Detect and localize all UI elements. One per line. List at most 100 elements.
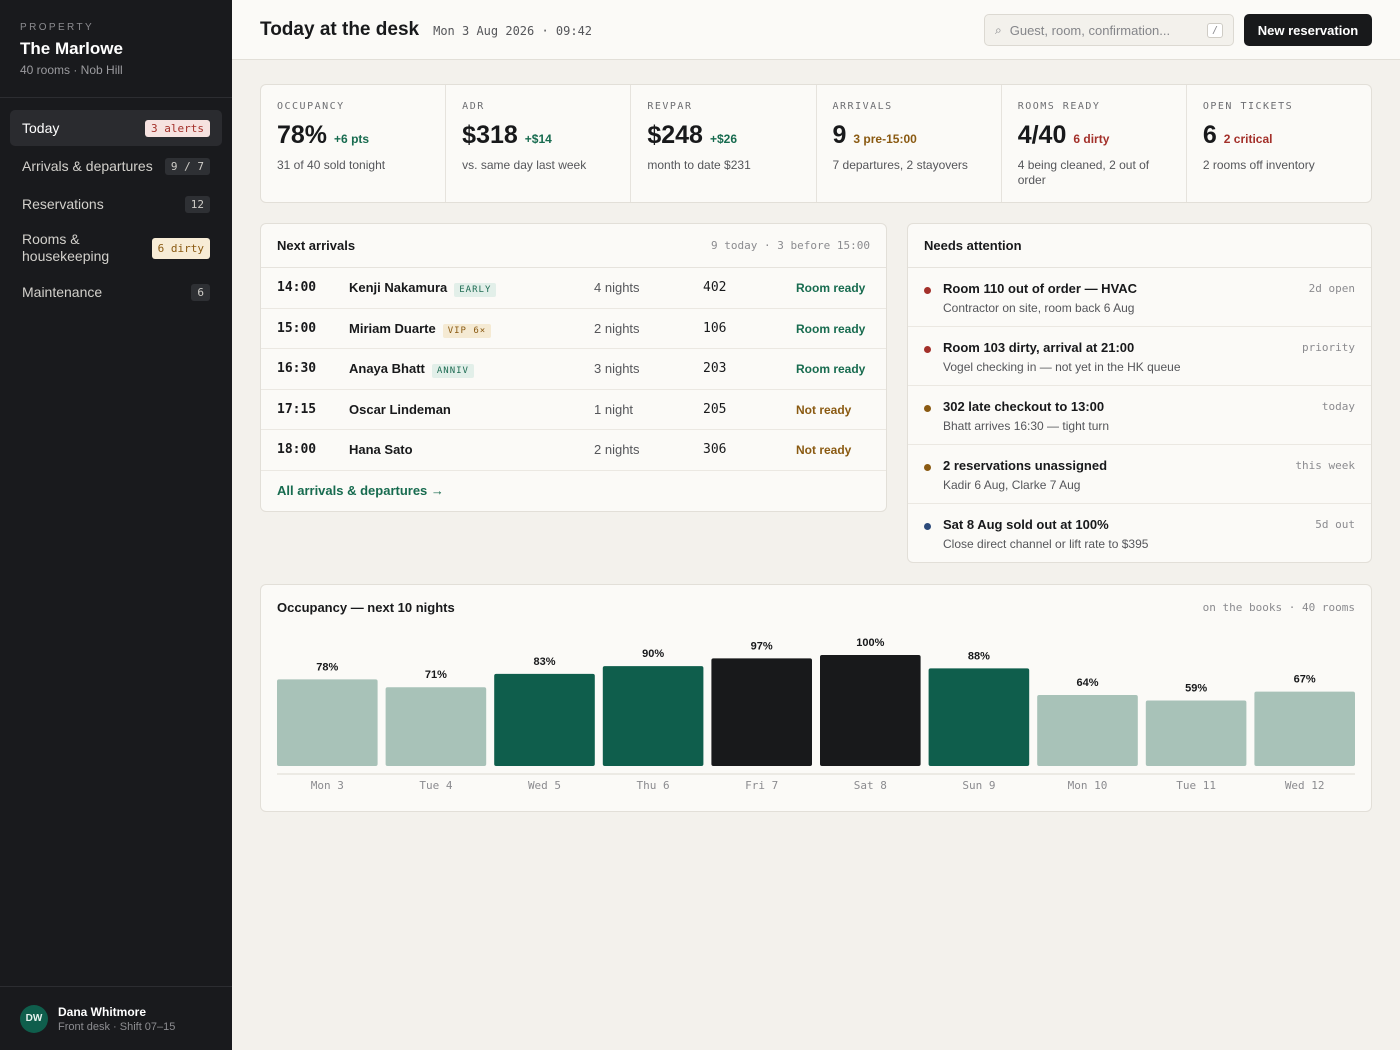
bar-wed-12[interactable] (1254, 691, 1355, 766)
guest-name: Miriam Duarte (349, 320, 436, 336)
sidebar-item-today[interactable]: Today 3 alerts (10, 110, 222, 146)
user-profile[interactable]: DW Dana Whitmore Front desk · Shift 07–1… (0, 986, 232, 1050)
bar-thu-6[interactable] (602, 666, 704, 766)
kpi-sub: 31 of 40 sold tonight (277, 158, 386, 172)
kpi-label: OCCUPANCY (277, 101, 345, 112)
sidebar-item-label: Maintenance (22, 284, 103, 300)
attention-when: this week (1295, 459, 1355, 472)
kpi-delta: 6 dirty (1073, 132, 1110, 146)
bar-sun-9[interactable] (928, 668, 1030, 766)
bar-tue-11[interactable] (1145, 700, 1247, 766)
guest-tag: EARLY (454, 283, 497, 297)
bar-value-label: 59% (1185, 683, 1207, 695)
occupancy-bar-chart: 78% Mon 3 71% Tue 4 83% Wed 5 90% Thu 6 97% Fri 7… (277, 637, 1355, 792)
kpi-open-tickets[interactable]: OPEN TICKETS 6 2 critical 2 rooms off inv… (1187, 85, 1371, 202)
kpi-delta: 2 critical (1223, 132, 1273, 146)
chart-meta: on the books · 40 rooms (1202, 600, 1355, 614)
sidebar-item-label: Today (22, 120, 60, 136)
nights: 2 nights (594, 320, 640, 336)
severity-dot (924, 523, 931, 530)
x-tick-label: Tue 4 (419, 779, 452, 792)
bar-fri-7[interactable] (711, 658, 812, 766)
bar-value-label: 67% (1294, 674, 1316, 686)
list-item[interactable]: Room 110 out of order — HVAC Contractor … (908, 268, 1371, 327)
avatar: DW (20, 1004, 48, 1033)
kpi-delta: +6 pts (334, 132, 370, 146)
guest-name: Hana Sato (349, 442, 413, 457)
x-tick-label: Sun 9 (962, 779, 995, 792)
guest-name: Anaya Bhatt (349, 361, 425, 376)
x-tick-label: Thu 6 (637, 779, 670, 792)
x-tick-label: Wed 5 (528, 779, 561, 792)
list-item[interactable]: Sat 8 Aug sold out at 100% Close direct … (908, 504, 1371, 562)
attention-sub: Contractor on site, room back 6 Aug (943, 301, 1135, 315)
kpi-label: ARRIVALS (832, 101, 893, 112)
attention-sub: Vogel checking in — not yet in the HK qu… (943, 360, 1181, 374)
kpi-value: 9 (832, 121, 847, 149)
new-reservation-button[interactable]: New reservation (1244, 14, 1372, 46)
kpi-arrivals[interactable]: ARRIVALS 9 3 pre-15:00 7 departures, 2 st… (817, 85, 1002, 202)
bar-tue-4[interactable] (385, 687, 487, 766)
list-item[interactable]: Room 103 dirty, arrival at 21:00 Vogel c… (908, 327, 1371, 386)
dirty-badge: 6 dirty (151, 237, 210, 259)
kpi-sub: 7 departures, 2 stayovers (832, 158, 968, 172)
bar-value-label: 64% (1076, 677, 1098, 689)
attention-when: today (1321, 400, 1355, 413)
table-row[interactable]: 16:30 Anaya Bhatt ANNIV 3 nights 203 Room… (261, 349, 886, 390)
count-badge: 9 / 7 (164, 157, 210, 175)
count-badge: 12 (184, 195, 210, 213)
severity-dot (924, 464, 931, 471)
occupancy-chart-card: Occupancy — next 10 nights on the books … (260, 584, 1372, 812)
table-row[interactable]: 17:15 Oscar Lindeman 1 night 205 Not rea… (261, 390, 886, 430)
bar-wed-5[interactable] (494, 673, 595, 766)
x-tick-label: Wed 12 (1285, 779, 1325, 792)
sidebar-item-rooms[interactable]: Rooms & housekeeping 6 dirty (10, 224, 222, 272)
all-arrivals-link[interactable]: All arrivals & departures → (277, 483, 444, 498)
bar-mon-10[interactable] (1037, 694, 1138, 766)
search-shortcut-key: / (1206, 22, 1223, 38)
table-row[interactable]: 14:00 Kenji Nakamura EARLY 4 nights 402 R… (261, 268, 886, 309)
attention-sub: Close direct channel or lift rate to $39… (943, 537, 1149, 551)
card-header: Needs attention (908, 224, 1371, 268)
room-number: 205 (703, 401, 727, 417)
count-badge: 6 (191, 283, 210, 301)
attention-title: 2 reservations unassigned (943, 458, 1108, 473)
kpi-revpar[interactable]: REVPAR $248 +$26 month to date $231 (631, 85, 817, 202)
kpi-label: REVPAR (647, 101, 693, 112)
kpi-sub: vs. same day last week (462, 158, 587, 172)
bar-mon-3[interactable] (277, 679, 378, 766)
arrival-time: 18:00 (277, 442, 317, 457)
kpi-rooms-ready[interactable]: ROOMS READY 4/40 6 dirty 4 being cleaned,… (1002, 85, 1187, 202)
arrival-time: 17:15 (277, 401, 317, 417)
user-name: Dana Whitmore (58, 1004, 147, 1019)
kpi-label: ADR (462, 101, 485, 112)
kpi-strip: OCCUPANCY 78% +6 pts 31 of 40 sold tonigh… (260, 84, 1372, 203)
sidebar-item-label: Rooms & housekeeping (22, 231, 110, 264)
room-status: Room ready (796, 362, 866, 376)
room-number: 306 (703, 442, 727, 457)
property-name: The Marlowe (20, 39, 123, 58)
room-number: 402 (703, 280, 727, 295)
top-header: Today at the desk Mon 3 Aug 2026 · 09:42… (232, 0, 1400, 60)
kpi-value: 6 (1202, 121, 1217, 149)
sidebar-item-arrivals[interactable]: Arrivals & departures 9 / 7 (10, 148, 222, 184)
bar-sat-8[interactable] (820, 655, 921, 766)
card-title: Needs attention (924, 238, 1022, 253)
table-row[interactable]: 15:00 Miriam Duarte VIP 6× 2 nights 106 R… (261, 309, 886, 349)
list-item[interactable]: 2 reservations unassigned Kadir 6 Aug, C… (908, 445, 1371, 504)
attention-when: 2d open (1308, 282, 1355, 295)
sidebar-item-maintenance[interactable]: Maintenance 6 (10, 274, 222, 310)
guest-tag: ANNIV (431, 364, 474, 378)
table-row[interactable]: 18:00 Hana Sato 2 nights 306 Not ready (261, 430, 886, 471)
arrival-time: 15:00 (277, 320, 317, 336)
sidebar-item-reservations[interactable]: Reservations 12 (10, 186, 222, 222)
list-item[interactable]: 302 late checkout to 13:00 Bhatt arrives… (908, 386, 1371, 445)
next-arrivals-card: Next arrivals 9 today · 3 before 15:00 1… (260, 223, 887, 512)
kpi-occupancy[interactable]: OCCUPANCY 78% +6 pts 31 of 40 sold tonigh… (261, 85, 447, 202)
guest-tag: VIP 6× (442, 323, 492, 338)
search-placeholder: Guest, room, confirmation... (1009, 22, 1171, 38)
nights: 2 nights (594, 442, 640, 457)
guest-name: Oscar Lindeman (349, 401, 451, 417)
kpi-adr[interactable]: ADR $318 +$14 vs. same day last week (446, 85, 632, 202)
search-input[interactable]: ⌕ Guest, room, confirmation... / (984, 14, 1234, 46)
